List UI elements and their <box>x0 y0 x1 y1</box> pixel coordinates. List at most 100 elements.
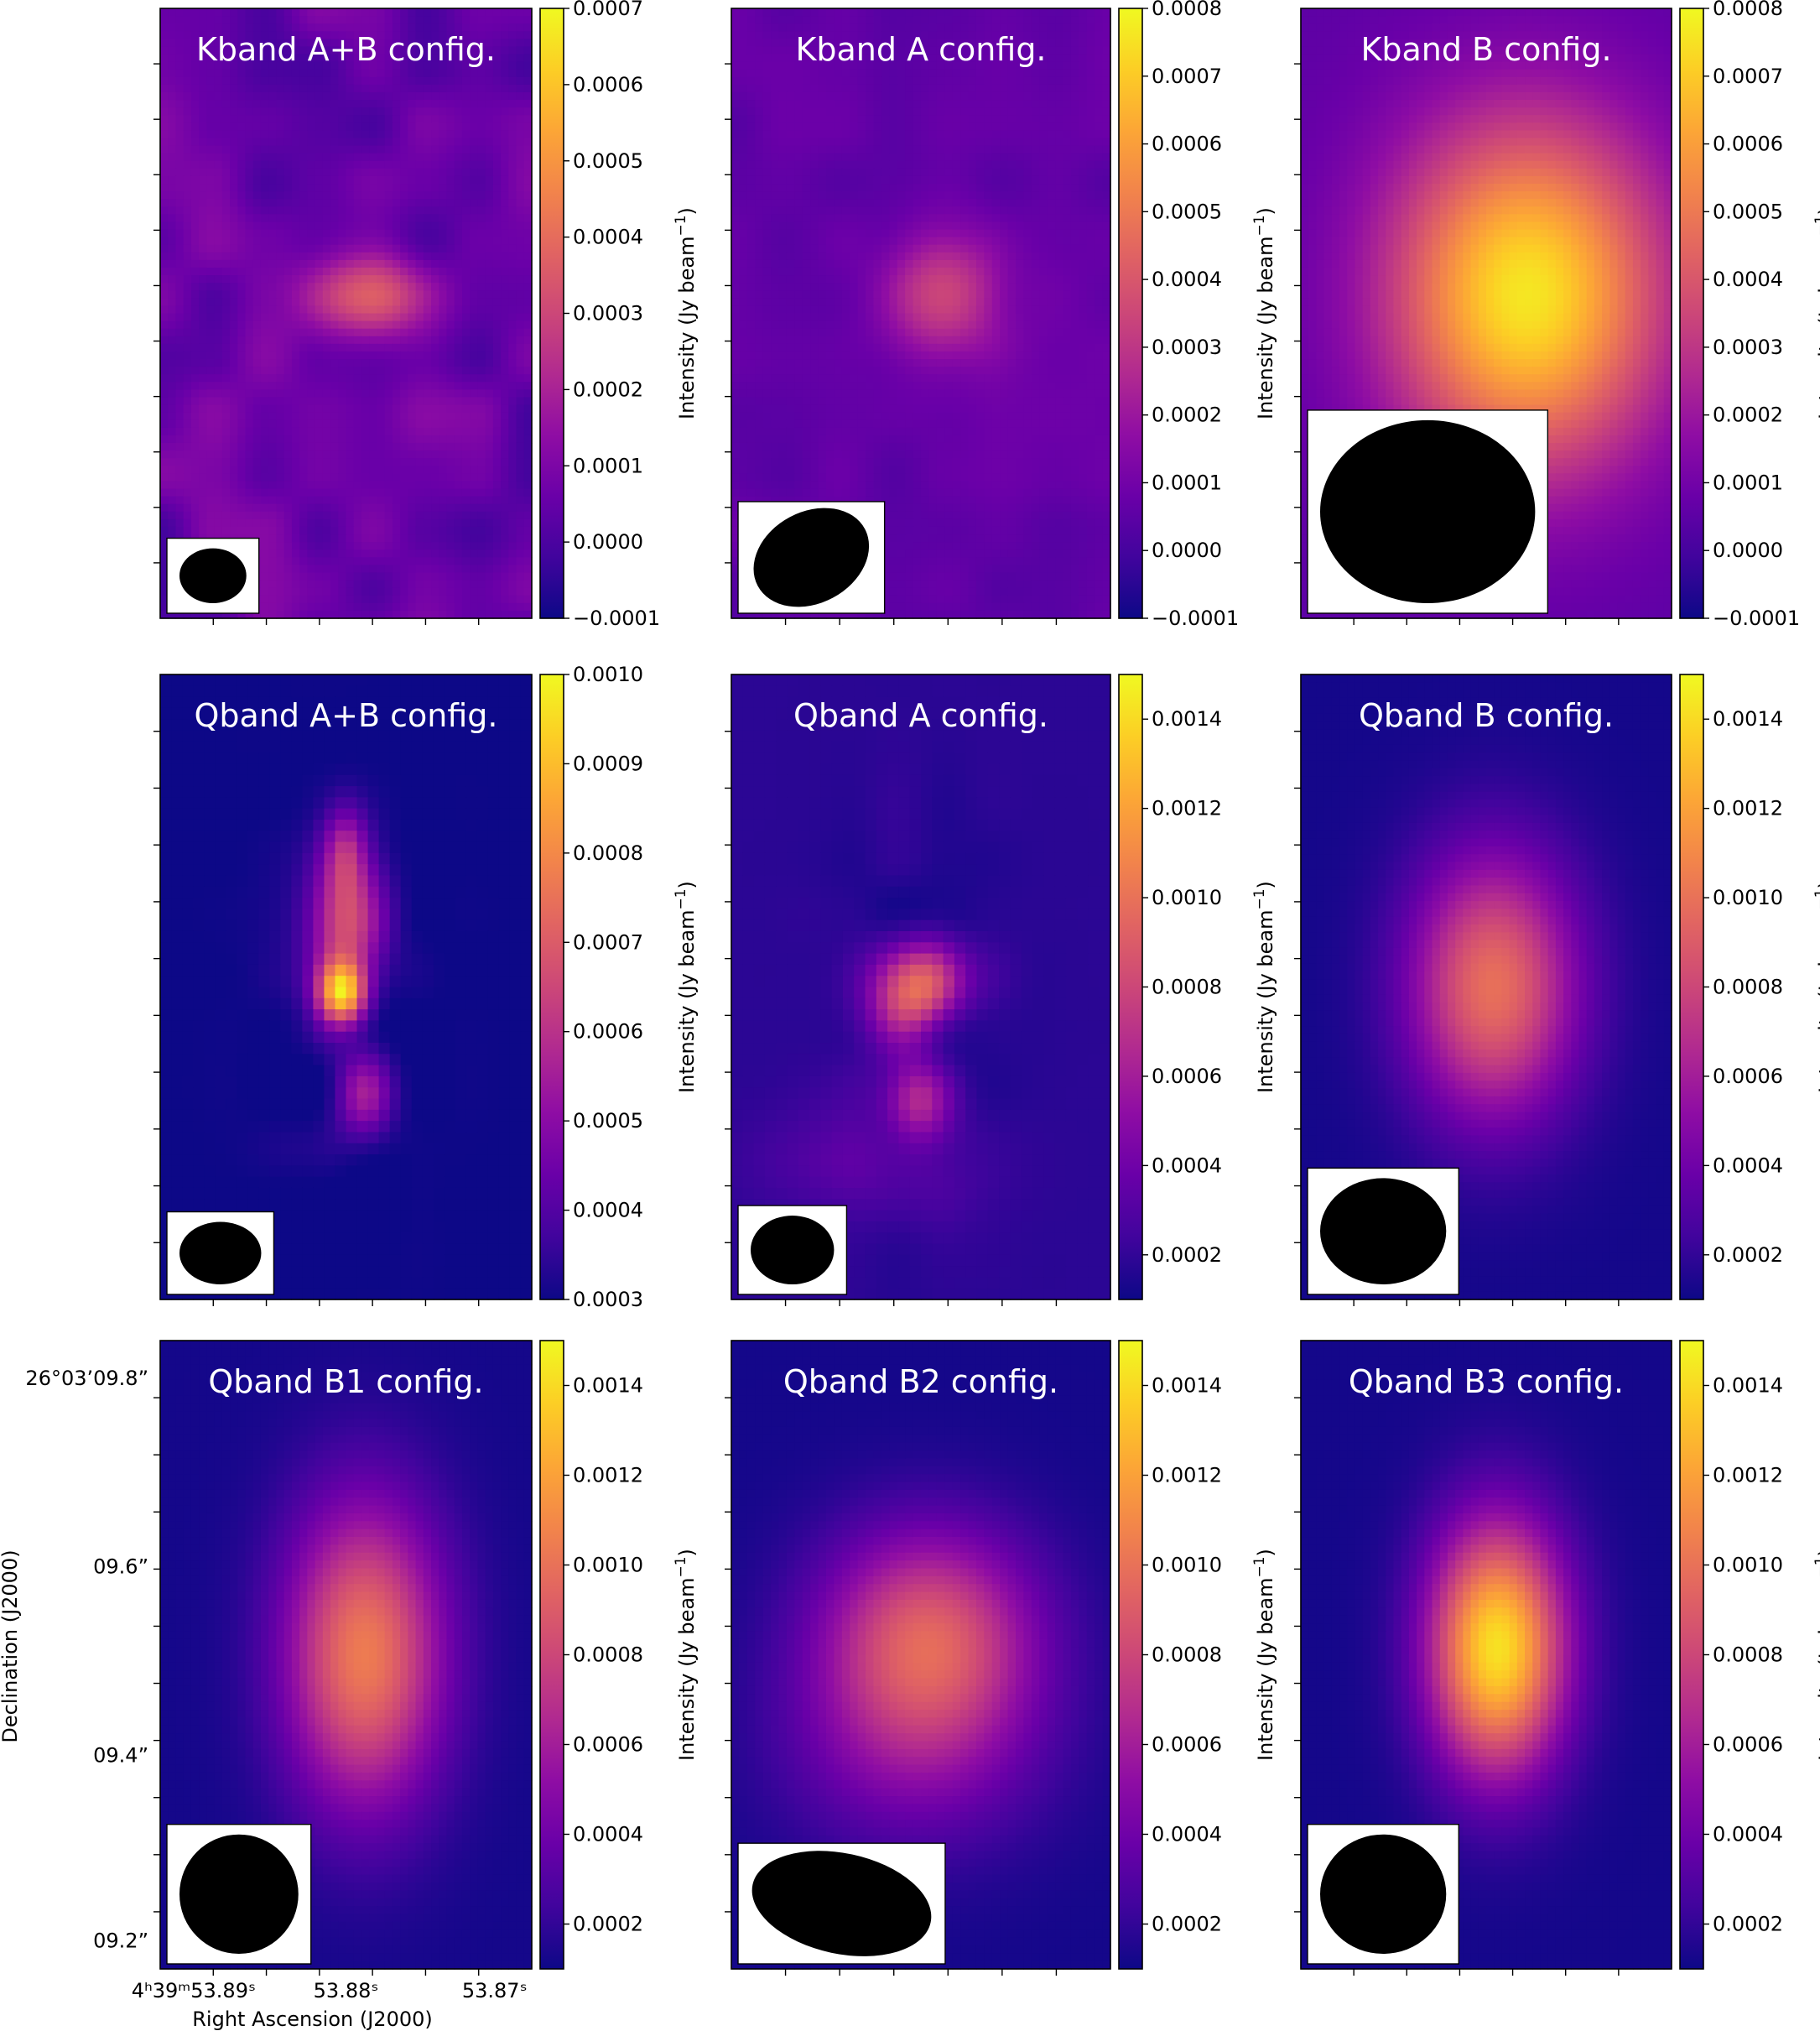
heatmap-cell <box>493 146 502 154</box>
heatmap-cell <box>400 435 408 444</box>
heatmap-cell <box>369 542 377 550</box>
heatmap-cell <box>292 389 300 398</box>
heatmap-cell <box>944 92 953 101</box>
heatmap-cell <box>913 176 922 185</box>
heatmap-cell <box>486 397 494 405</box>
heatmap-cell <box>439 596 447 604</box>
heatmap-cell <box>222 473 231 482</box>
heatmap-cell <box>431 329 439 337</box>
heatmap-cell <box>184 329 192 337</box>
heatmap-cell <box>361 542 370 550</box>
heatmap-cell <box>292 130 300 138</box>
heatmap-cell <box>1048 77 1056 86</box>
heatmap-cell <box>323 549 331 558</box>
heatmap-cell <box>763 161 772 169</box>
heatmap-cell <box>346 253 355 261</box>
heatmap-cell <box>731 55 740 63</box>
heatmap-cell <box>393 405 401 414</box>
heatmap-cell <box>1063 176 1072 185</box>
heatmap-cell <box>462 8 471 17</box>
heatmap-cell <box>408 336 416 345</box>
heatmap-cell <box>276 260 284 268</box>
heatmap-cell <box>222 321 231 330</box>
heatmap-cell <box>284 497 293 505</box>
heatmap-cell <box>508 443 517 451</box>
heatmap-cell <box>292 405 300 414</box>
heatmap-cell <box>400 367 408 375</box>
heatmap-cell <box>1071 62 1079 70</box>
heatmap-cell <box>315 77 324 86</box>
heatmap-cell <box>361 336 370 345</box>
heatmap-cell <box>517 283 525 291</box>
heatmap-cell <box>1008 92 1017 101</box>
heatmap-cell <box>431 214 439 222</box>
heatmap-cell <box>237 305 246 314</box>
heatmap-cell <box>408 260 416 268</box>
heatmap-cell <box>230 154 238 162</box>
heatmap-cell <box>393 565 401 573</box>
heatmap-cell <box>779 115 788 123</box>
heatmap-cell <box>508 557 517 565</box>
heatmap-cell <box>810 100 819 108</box>
heatmap-cell <box>292 221 300 230</box>
heatmap-cell <box>276 298 284 306</box>
heatmap-cell <box>160 85 169 93</box>
heatmap-cell <box>881 169 890 177</box>
heatmap-cell <box>866 176 874 185</box>
heatmap-cell <box>400 344 408 352</box>
heatmap-cell <box>184 382 192 390</box>
heatmap-cell <box>330 122 339 131</box>
heatmap-cell <box>385 138 393 146</box>
heatmap-cell <box>393 77 401 86</box>
heatmap-cell <box>330 497 339 505</box>
heatmap-cell <box>976 122 985 131</box>
heatmap-cell <box>431 458 439 466</box>
heatmap-cell <box>230 329 238 337</box>
heatmap-cell <box>284 305 293 314</box>
heatmap-cell <box>517 191 525 200</box>
heatmap-cell <box>323 603 331 612</box>
heatmap-cell <box>237 367 246 375</box>
heatmap-cell <box>486 8 494 17</box>
heatmap-cell <box>175 305 184 314</box>
heatmap-cell <box>338 581 346 589</box>
heatmap-cell <box>517 161 525 169</box>
heatmap-cell <box>361 489 370 497</box>
heatmap-cell <box>787 8 795 17</box>
heatmap-cell <box>470 275 478 284</box>
heatmap-cell <box>369 115 377 123</box>
heatmap-cell <box>284 214 293 222</box>
heatmap-cell <box>779 16 788 24</box>
heatmap-cell <box>307 352 315 360</box>
heatmap-cell <box>439 512 447 520</box>
heatmap-cell <box>160 450 169 459</box>
heatmap-cell <box>292 70 300 78</box>
heatmap-cell <box>477 130 486 138</box>
heatmap-cell <box>230 352 238 360</box>
heatmap-cell <box>905 70 913 78</box>
heatmap-cell <box>330 359 339 367</box>
heatmap-cell <box>261 329 269 337</box>
heatmap-cell <box>493 581 502 589</box>
heatmap-cell <box>470 329 478 337</box>
heatmap-cell <box>731 107 740 116</box>
heatmap-cell <box>222 298 231 306</box>
heatmap-cell <box>206 130 215 138</box>
heatmap-cell <box>199 321 207 330</box>
heatmap-cell <box>1071 115 1079 123</box>
heatmap-cell <box>315 435 324 444</box>
heatmap-cell <box>393 298 401 306</box>
heatmap-cell <box>446 130 455 138</box>
heatmap-cell <box>501 534 509 543</box>
heatmap-cell <box>408 314 416 322</box>
heatmap-cell <box>1039 92 1048 101</box>
heatmap-cell <box>361 245 370 253</box>
heatmap-cell <box>215 504 223 513</box>
heatmap-cell <box>1095 85 1103 93</box>
heatmap-cell <box>369 146 377 154</box>
heatmap-cell <box>455 268 463 276</box>
heatmap-cell <box>969 92 977 101</box>
heatmap-cell <box>424 450 432 459</box>
heatmap-cell <box>191 206 200 215</box>
heatmap-cell <box>462 169 471 177</box>
